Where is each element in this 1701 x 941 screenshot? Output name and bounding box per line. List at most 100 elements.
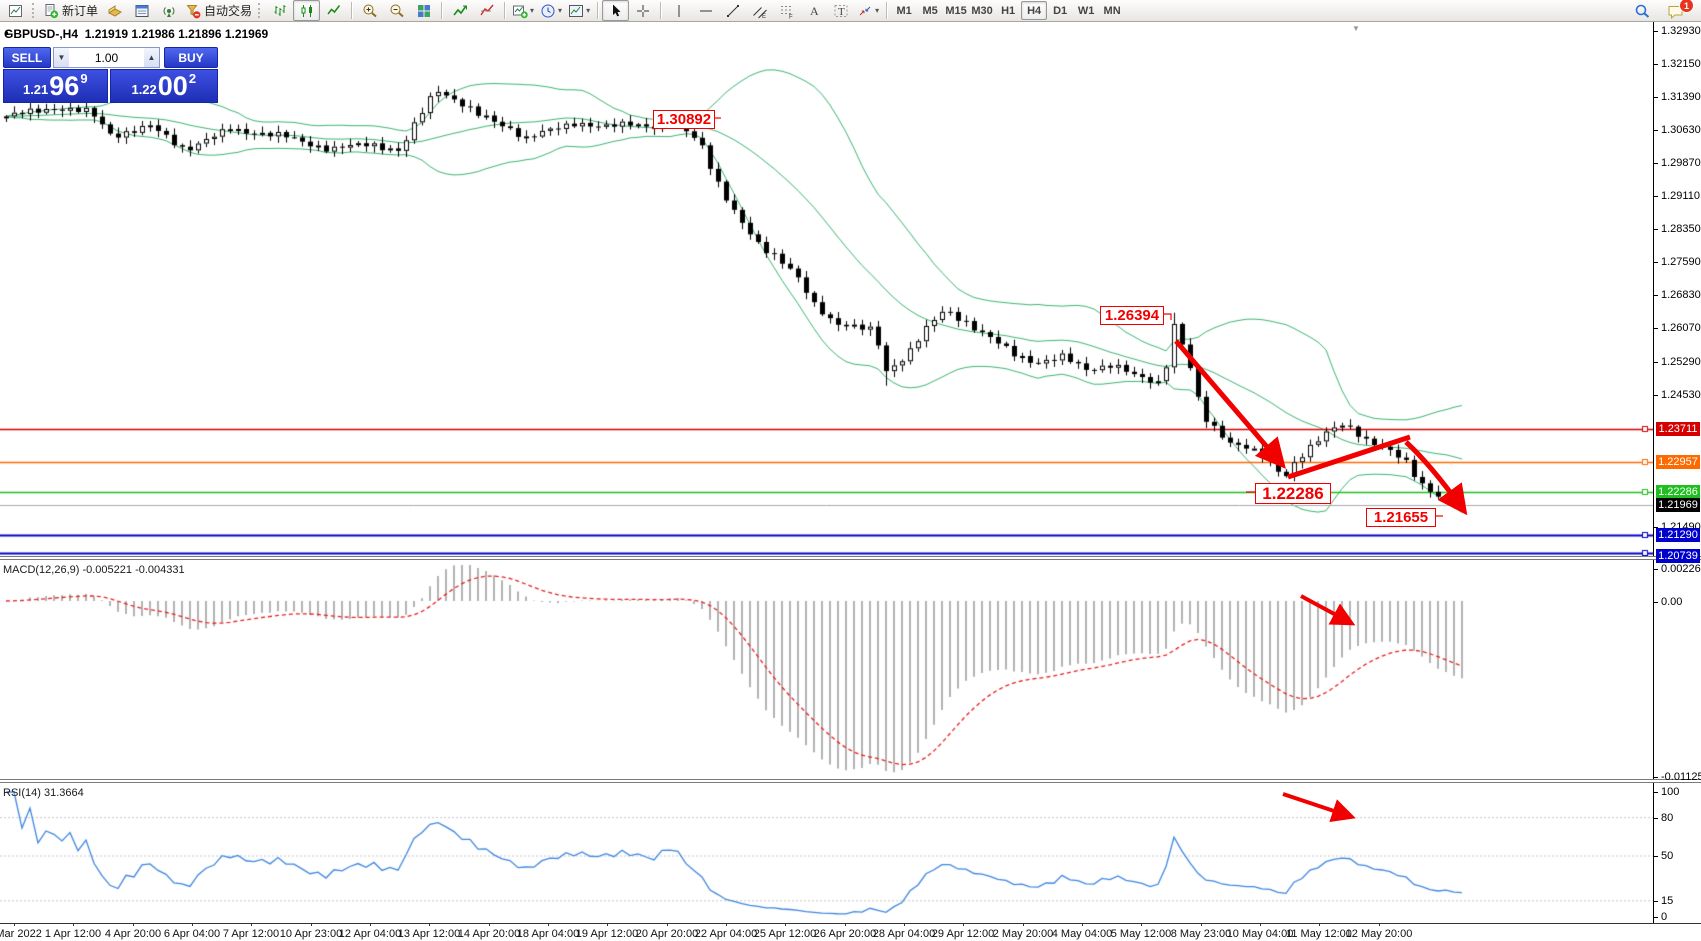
time-axis-label[interactable]: 7 Apr 12:00 <box>222 928 280 940</box>
macd-tick-label: -0.011252 <box>1661 771 1701 783</box>
time-axis-label[interactable]: 1 Apr 12:00 <box>44 928 102 940</box>
horizontal-line-button[interactable] <box>692 0 719 21</box>
text-button[interactable]: A <box>800 0 827 21</box>
time-axis-label[interactable]: 13 Apr 12:00 <box>397 928 461 940</box>
candles-chart-button[interactable] <box>293 0 321 21</box>
time-axis-label[interactable]: 29 Apr 12:00 <box>931 928 995 940</box>
zoom-out-button[interactable] <box>383 0 410 21</box>
time-axis-label[interactable]: 10 Apr 23:00 <box>279 928 343 940</box>
zoom-in-button[interactable] <box>356 0 383 21</box>
pane-separator[interactable] <box>0 556 1701 560</box>
rsi-tick-mark <box>1653 792 1658 793</box>
add-indicator-button[interactable]: ▾ <box>509 0 537 21</box>
text-label-button[interactable]: T <box>827 0 854 21</box>
timeframe-m1[interactable]: M1 <box>896 4 912 17</box>
buy-button[interactable]: BUY <box>164 47 218 68</box>
time-axis-label[interactable]: 2 May 20:00 <box>992 928 1054 940</box>
time-axis-label[interactable]: 11 May 12:00 <box>1286 928 1352 940</box>
time-axis-tick <box>1319 923 1320 926</box>
notifications-button[interactable]: 1 <box>1662 0 1694 22</box>
price-level-label[interactable]: 1.22957 <box>1656 455 1700 469</box>
price-callout-label[interactable]: 1.22286 <box>1255 483 1331 504</box>
price-level-label[interactable]: 1.21969 <box>1656 498 1700 512</box>
timeframe-m15[interactable]: M15 <box>945 4 967 17</box>
channel-button[interactable]: E <box>746 0 773 21</box>
price-tick-mark <box>1653 395 1658 396</box>
new-order-button[interactable]: 新订单 <box>40 0 101 21</box>
time-axis-label[interactable]: 26 Apr 20:00 <box>813 928 877 940</box>
time-axis-label[interactable]: 19 Apr 12:00 <box>575 928 639 940</box>
price-tick-label: 1.29870 <box>1661 157 1701 169</box>
price-level-label[interactable]: 1.22286 <box>1656 485 1700 499</box>
templates-button[interactable]: ▾ <box>565 0 593 21</box>
collapse-panel-arrow[interactable]: ▲ <box>3 28 11 37</box>
rsi-pane-canvas[interactable] <box>0 783 1653 923</box>
fibonacci-icon: F <box>780 5 793 19</box>
line-chart-button[interactable] <box>320 0 347 21</box>
time-axis-label[interactable]: 4 May 04:00 <box>1051 928 1113 940</box>
tile-windows-button[interactable] <box>410 0 437 21</box>
buy-price-panel[interactable]: 1.22 00 2 <box>109 69 218 103</box>
time-axis-label[interactable]: 8 May 23:00 <box>1170 928 1232 940</box>
rsi-tick-mark <box>1653 818 1658 819</box>
price-callout-label[interactable]: 1.26394 <box>1100 306 1164 325</box>
volume-input[interactable] <box>69 48 144 67</box>
timeframe-h1[interactable]: H1 <box>1001 4 1016 17</box>
notification-badge: 1 <box>1679 0 1694 13</box>
time-axis-tick <box>251 923 252 926</box>
time-axis-label[interactable]: 5 May 12:00 <box>1110 928 1172 940</box>
price-level-label[interactable]: 1.20739 <box>1656 549 1700 563</box>
timeframe-w1[interactable]: W1 <box>1077 4 1095 17</box>
market-watch-button[interactable] <box>101 0 128 21</box>
chart-shift-marker[interactable]: ▼ <box>1352 24 1360 33</box>
price-level-label[interactable]: 1.21290 <box>1656 528 1700 542</box>
time-axis-label[interactable]: 25 Apr 12:00 <box>753 928 817 940</box>
cursor-button[interactable] <box>602 0 630 21</box>
volume-down-button[interactable]: ▼ <box>54 48 69 67</box>
objects-button[interactable] <box>473 0 500 21</box>
periods-button[interactable]: ▾ <box>537 0 565 21</box>
time-axis-tick <box>726 923 727 926</box>
timeframe-d1[interactable]: D1 <box>1053 4 1068 17</box>
timeframe-mn[interactable]: MN <box>1103 4 1121 17</box>
time-axis-label[interactable]: 1 Mar 2022 <box>0 928 42 940</box>
vertical-line-button[interactable] <box>665 0 692 21</box>
dropdown-caret-icon: ▾ <box>530 6 535 15</box>
price-tick-mark <box>1653 229 1658 230</box>
indicators-button[interactable] <box>446 0 473 21</box>
fibonacci-button[interactable]: F <box>773 0 800 21</box>
time-axis-label[interactable]: 14 Apr 20:00 <box>457 928 521 940</box>
price-callout-label[interactable]: 1.30892 <box>653 110 715 129</box>
time-axis-label[interactable]: 6 Apr 04:00 <box>163 928 221 940</box>
time-axis-label[interactable]: 18 Apr 04:00 <box>516 928 580 940</box>
volume-up-button[interactable]: ▲ <box>144 48 159 67</box>
chart-profile-button[interactable] <box>2 0 29 21</box>
time-axis-label[interactable]: 28 Apr 04:00 <box>872 928 936 940</box>
crosshair-button[interactable] <box>629 0 656 21</box>
trendline-button[interactable] <box>719 0 746 21</box>
sell-price-panel[interactable]: 1.21 96 9 <box>3 69 108 103</box>
main-chart-canvas[interactable] <box>0 22 1653 556</box>
timeframe-m5[interactable]: M5 <box>922 4 938 17</box>
search-button[interactable] <box>1629 1 1656 22</box>
time-axis-label[interactable]: 12 May 20:00 <box>1345 928 1413 940</box>
time-axis-label[interactable]: 4 Apr 20:00 <box>104 928 162 940</box>
time-axis-label[interactable]: 12 Apr 04:00 <box>338 928 402 940</box>
bars-chart-button[interactable] <box>266 0 293 21</box>
signals-button[interactable] <box>155 0 182 21</box>
price-callout-label[interactable]: 1.21655 <box>1366 508 1436 527</box>
sell-button[interactable]: SELL <box>3 47 51 68</box>
time-axis-label[interactable]: 20 Apr 20:00 <box>635 928 699 940</box>
pane-separator[interactable] <box>0 779 1701 783</box>
timeframe-h4[interactable]: H4 <box>1021 1 1048 20</box>
autotrading-button[interactable]: 自动交易 <box>182 0 255 21</box>
data-window-button[interactable] <box>128 0 155 21</box>
time-axis-tick <box>1141 923 1142 926</box>
arrows-button[interactable]: ▾ <box>854 0 882 21</box>
macd-pane-canvas[interactable] <box>0 560 1653 779</box>
rsi-tick-label: 80 <box>1661 812 1674 824</box>
time-axis-label[interactable]: 10 May 04:00 <box>1226 928 1294 940</box>
price-level-label[interactable]: 1.23711 <box>1656 422 1700 436</box>
time-axis-label[interactable]: 22 Apr 04:00 <box>694 928 758 940</box>
timeframe-m30[interactable]: M30 <box>971 4 993 17</box>
